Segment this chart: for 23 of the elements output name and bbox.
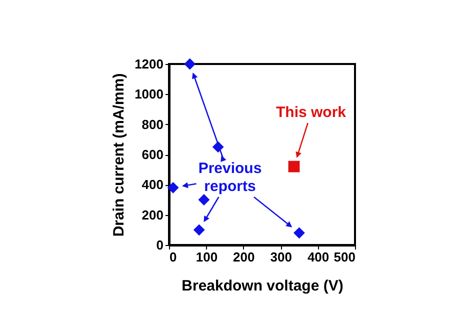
x-tick-label: 0 <box>170 250 177 264</box>
x-tick-label: 500 <box>334 250 356 264</box>
point <box>184 58 196 70</box>
y-tick-label: 1000 <box>134 86 164 102</box>
point <box>198 194 210 206</box>
y-tick-label: 0 <box>156 238 164 252</box>
y-tick-label: 800 <box>142 116 164 132</box>
y-tick-label: 400 <box>142 177 164 192</box>
x-tick-label: 100 <box>196 250 218 264</box>
annotation: This work <box>276 104 346 122</box>
point <box>193 224 205 236</box>
x-axis-title: Breakdown voltage (V) <box>182 278 344 294</box>
point <box>167 182 179 194</box>
x-tick-label: 300 <box>270 250 292 264</box>
point <box>288 160 300 172</box>
y-axis-title: Drain current (mA/mm) <box>110 73 128 237</box>
x-tick-label: 400 <box>307 250 330 264</box>
y-tick-label: 200 <box>142 207 164 222</box>
x-tick-label: 200 <box>233 250 255 264</box>
annotation: Previous reports <box>198 160 262 196</box>
point <box>294 227 305 239</box>
y-tick-label: 1200 <box>134 56 164 72</box>
y-tick-label: 600 <box>142 147 164 162</box>
